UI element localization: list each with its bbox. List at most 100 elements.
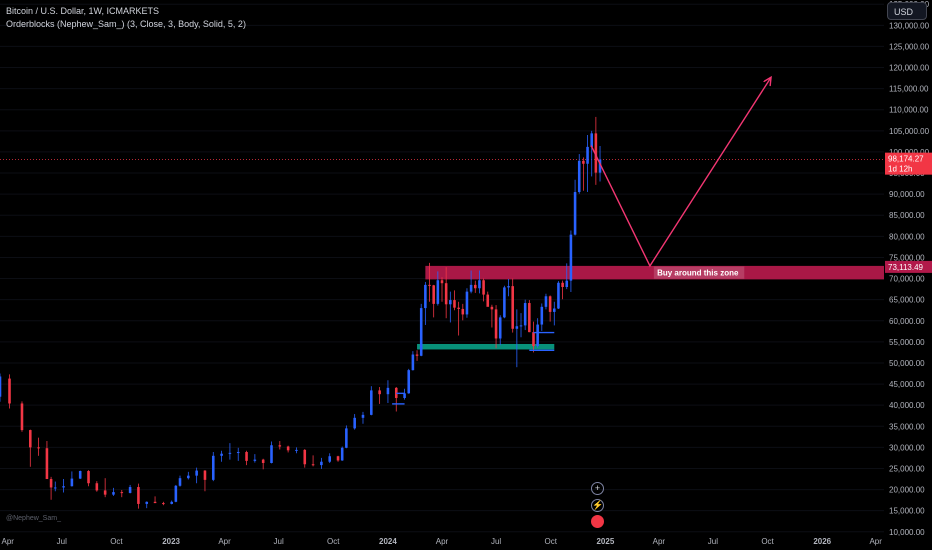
candle-body	[103, 490, 107, 495]
y-tick-label: 90,000.00	[889, 190, 925, 199]
candle-body	[78, 471, 82, 479]
x-tick-label: Oct	[110, 537, 123, 546]
x-tick-label: Apr	[653, 537, 666, 546]
y-tick-label: 105,000.00	[889, 127, 930, 136]
candle-body	[120, 492, 124, 494]
y-tick-label: 110,000.00	[889, 106, 929, 115]
candle-body	[0, 376, 2, 397]
projection-path	[590, 78, 770, 268]
candle-body	[515, 326, 519, 329]
x-tick-label: Oct	[761, 537, 774, 546]
x-tick-label: Apr	[1, 537, 14, 546]
y-tick-label: 85,000.00	[889, 211, 925, 220]
candle-body	[403, 393, 406, 398]
y-tick-label: 25,000.00	[889, 464, 925, 473]
bolt-icon[interactable]: ⚡	[591, 499, 604, 512]
candle-body	[436, 280, 440, 304]
y-tick-label: 125,000.00	[889, 42, 930, 51]
candle-body	[49, 479, 53, 488]
y-tick-label: 20,000.00	[889, 486, 925, 495]
candle-body	[569, 234, 573, 281]
y-tick-label: 75,000.00	[889, 253, 925, 262]
x-tick-label: 2025	[596, 537, 614, 546]
candle-body	[503, 287, 506, 318]
candle-body	[378, 390, 381, 395]
currency-button[interactable]: USD	[887, 2, 927, 20]
candle-body	[20, 403, 24, 431]
candle-body	[582, 160, 585, 164]
x-tick-label: Jul	[708, 537, 718, 546]
flag-icon[interactable]	[591, 515, 604, 528]
candle-body	[228, 452, 232, 454]
y-tick-label: 120,000.00	[889, 64, 930, 73]
candle-body	[303, 449, 307, 465]
candle-body	[203, 470, 207, 480]
candle-body	[598, 159, 602, 173]
projection-arrow[interactable]	[590, 78, 770, 268]
y-tick-label: 115,000.00	[889, 85, 929, 94]
x-tick-label: Apr	[869, 537, 882, 546]
candle-body	[8, 378, 11, 404]
candle-body	[245, 452, 248, 461]
y-tick-label: 100,000.00	[889, 148, 930, 157]
candle-body	[586, 146, 589, 164]
candle-body	[590, 133, 593, 147]
chart-title: Bitcoin / U.S. Dollar, 1W, ICMARKETS	[6, 6, 160, 16]
candle-body	[70, 478, 74, 487]
candle-body	[573, 192, 577, 235]
indicator-legend[interactable]: Orderblocks (Nephew_Sam_) (3, Close, 3, …	[6, 19, 246, 29]
candle-body	[469, 284, 473, 292]
candle-body	[478, 280, 481, 289]
candle-body	[37, 447, 40, 449]
x-tick-label: Oct	[327, 537, 340, 546]
current-price-tag	[885, 152, 932, 175]
candle-body	[465, 291, 469, 315]
candle-body	[162, 503, 165, 505]
y-tick-label: 35,000.00	[889, 422, 925, 431]
candle-body	[95, 483, 99, 491]
candle-body	[220, 453, 223, 456]
y-tick-label: 80,000.00	[889, 232, 925, 241]
author-watermark: @Nephew_Sam_	[6, 515, 61, 522]
candle-body	[565, 280, 569, 287]
candle-body	[128, 487, 132, 493]
candle-body	[449, 300, 452, 305]
candle-body	[153, 501, 157, 504]
y-tick-label: 70,000.00	[889, 275, 925, 284]
candle-body	[45, 448, 49, 480]
candle-body	[174, 485, 178, 502]
candle-body	[370, 390, 373, 415]
y-tick-label: 30,000.00	[889, 443, 925, 452]
x-tick-label: 2026	[813, 537, 831, 546]
x-tick-label: 2024	[379, 537, 397, 546]
candle-body	[419, 308, 423, 356]
x-tick-label: Oct	[544, 537, 557, 546]
candle-body	[137, 487, 140, 504]
y-tick-label: 50,000.00	[889, 359, 925, 368]
current-price-value: 98,174.27	[888, 155, 924, 164]
candle-body	[415, 354, 419, 356]
candle-body	[261, 459, 265, 463]
candle-body	[286, 446, 290, 451]
candle-body	[548, 296, 552, 312]
candle-body	[145, 501, 149, 504]
candle-body	[336, 456, 340, 461]
plus-icon[interactable]: +	[591, 482, 604, 495]
y-tick-label: 65,000.00	[889, 296, 925, 305]
candle-body	[523, 303, 527, 326]
candle-body	[53, 487, 57, 489]
candle-body	[345, 428, 348, 448]
candle-body	[320, 461, 323, 466]
candle-body	[490, 306, 494, 310]
candle-body	[457, 307, 460, 309]
candle-body	[29, 430, 32, 448]
annotation-box	[653, 266, 745, 280]
y-tick-label: 130,000.00	[889, 21, 930, 30]
candle-body	[432, 285, 435, 304]
candle-body	[407, 370, 411, 394]
zone-price-value: 73,113.49	[888, 263, 924, 272]
candle-body	[361, 414, 365, 418]
x-tick-label: 2023	[162, 537, 180, 546]
